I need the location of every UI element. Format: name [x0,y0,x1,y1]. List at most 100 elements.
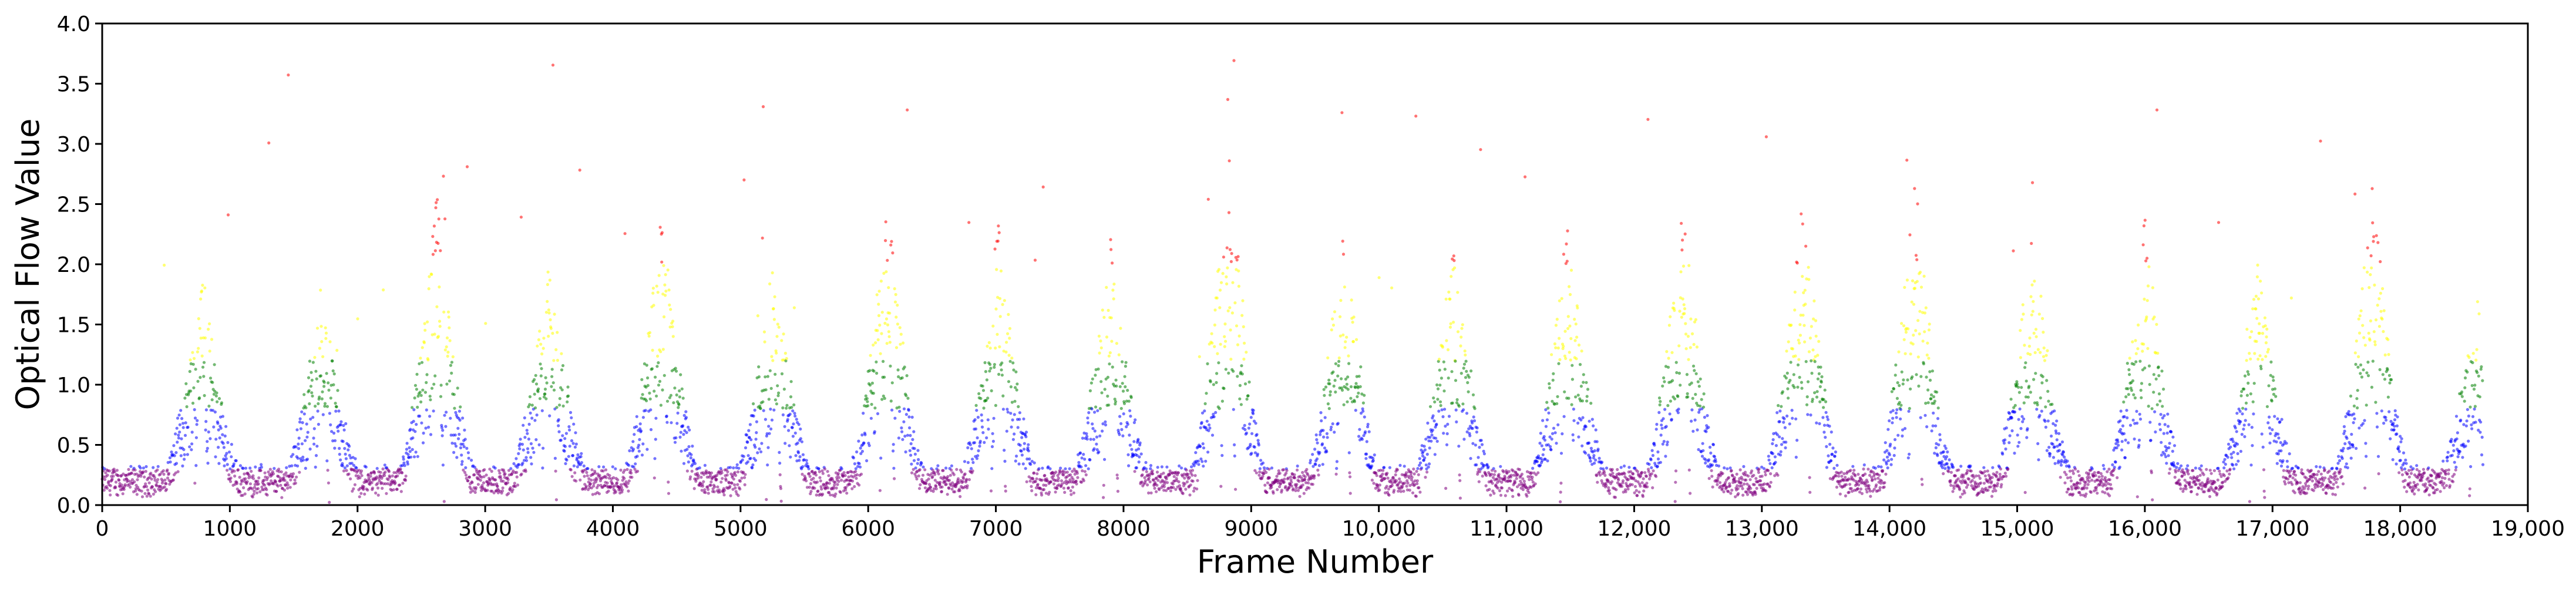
data-point [1099,339,1102,343]
data-point [161,479,164,483]
data-point [1028,479,1032,483]
data-point [1097,367,1100,371]
data-point [857,439,860,443]
data-point [1062,486,1065,490]
data-point [1364,430,1367,433]
data-point [1661,384,1664,388]
data-point [550,375,554,378]
data-point [1418,461,1422,465]
data-point [1797,338,1800,342]
data-point [792,422,795,426]
data-point [1934,424,1938,428]
data-point [1119,406,1123,411]
data-point [883,321,887,325]
data-point [836,483,839,486]
data-point [1213,345,1216,348]
data-point [243,472,246,476]
data-point [1798,323,1802,327]
data-point [1174,487,1178,491]
data-point [1593,462,1596,465]
data-point [778,450,781,455]
data-point [1891,421,1894,425]
data-point [280,496,284,499]
data-point [1552,372,1555,375]
data-point [1225,246,1229,250]
data-point [1008,327,1012,330]
data-point [897,436,900,440]
data-point [1090,407,1094,411]
data-point [1341,253,1346,256]
data-point [895,406,899,410]
data-point [308,359,312,363]
data-point [527,422,531,426]
data-point [1669,399,1672,403]
data-point [1268,476,1272,480]
data-point [1227,211,1231,214]
data-point [813,486,816,490]
data-point [1004,489,1007,493]
data-point [1011,361,1015,365]
data-point [1446,348,1450,352]
data-point [1474,443,1477,447]
data-point [716,485,719,489]
data-point [933,473,937,476]
data-point [435,305,439,308]
data-point [863,433,867,436]
data-point [1844,494,1847,498]
data-point [1052,474,1055,478]
data-point [1852,478,1855,482]
data-point [1067,486,1070,490]
data-point [1593,449,1596,453]
data-point [533,378,536,382]
data-point [1751,493,1755,497]
data-point [503,472,507,476]
data-point [112,467,116,471]
data-point [416,394,420,398]
data-point [773,295,776,298]
data-point [416,405,419,409]
data-point [1986,469,1989,473]
data-point [588,482,593,486]
data-point [1890,458,1894,461]
data-point [850,470,853,474]
data-point [1892,453,1896,458]
data-point [1704,458,1707,462]
data-point [939,480,942,484]
data-point [1484,484,1488,487]
data-point [442,310,446,314]
data-point [877,290,881,293]
data-point [453,406,456,410]
data-point [1219,485,1223,488]
data-point [450,371,453,375]
data-point [1787,396,1790,400]
data-point [1462,438,1466,441]
data-point [1564,262,1568,265]
data-point [924,482,928,485]
data-point [194,464,198,467]
data-point [154,490,157,493]
data-point [1212,412,1215,416]
data-point [519,216,523,219]
data-point [1679,270,1683,274]
data-point [1452,254,1455,258]
data-point [850,487,854,490]
data-point [1065,470,1069,474]
data-point [1446,422,1450,426]
data-point [1680,315,1683,319]
data-point [1457,405,1461,408]
data-point [1099,346,1103,349]
data-point [339,458,342,462]
data-point [547,334,550,338]
data-point [1928,322,1931,326]
data-point [613,484,617,487]
data-point [913,452,917,456]
data-point [1697,411,1701,414]
data-point [1374,486,1377,490]
data-point [1031,477,1035,481]
data-point [1520,472,1524,476]
data-point [1884,472,1888,476]
data-point [217,397,221,401]
data-point [936,469,940,472]
data-point [731,487,735,491]
data-point [779,487,783,490]
